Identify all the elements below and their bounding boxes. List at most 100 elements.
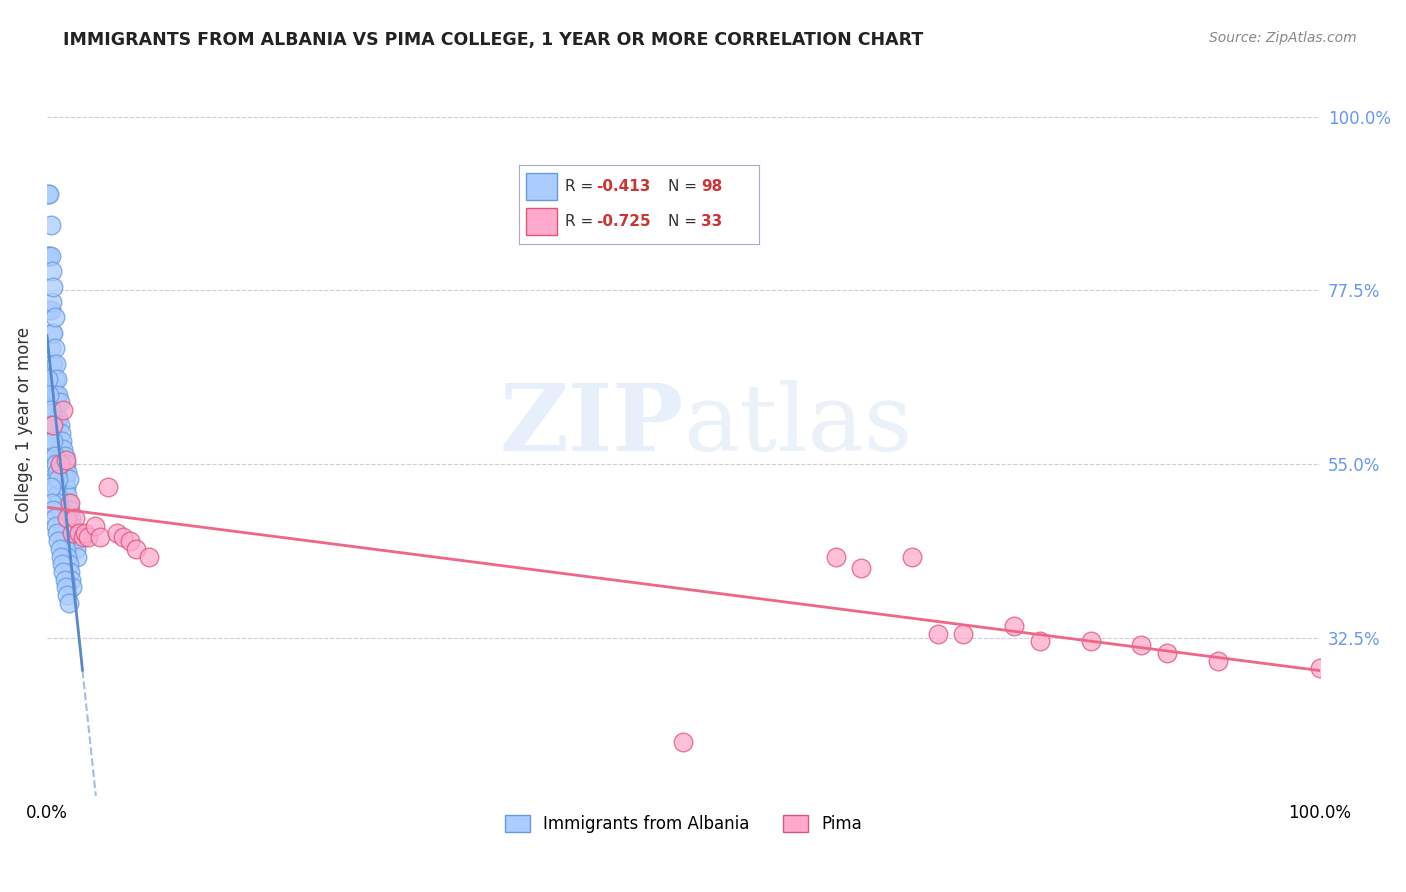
Point xyxy=(44,310,66,325)
Point xyxy=(41,495,63,509)
Point xyxy=(59,495,82,509)
Point xyxy=(55,580,77,594)
Point xyxy=(51,518,73,533)
Point xyxy=(41,357,63,371)
Point xyxy=(44,372,66,386)
Point xyxy=(44,511,66,525)
Point xyxy=(59,503,82,517)
Text: IMMIGRANTS FROM ALBANIA VS PIMA COLLEGE, 1 YEAR OR MORE CORRELATION CHART: IMMIGRANTS FROM ALBANIA VS PIMA COLLEGE,… xyxy=(63,31,924,49)
Point xyxy=(52,403,75,417)
Point xyxy=(53,449,76,463)
Point xyxy=(48,541,70,556)
Point xyxy=(46,526,69,541)
Point xyxy=(118,534,141,549)
Point xyxy=(52,442,75,456)
Point xyxy=(112,530,135,544)
Point xyxy=(58,495,80,509)
Point xyxy=(62,526,84,541)
Point xyxy=(46,434,69,448)
Point xyxy=(45,387,67,401)
Point xyxy=(60,511,83,525)
Point xyxy=(84,518,107,533)
Y-axis label: College, 1 year or more: College, 1 year or more xyxy=(15,327,32,524)
Text: R =: R = xyxy=(565,179,598,194)
Point xyxy=(39,480,62,494)
Point xyxy=(42,357,65,371)
Text: N =: N = xyxy=(668,214,702,229)
Point xyxy=(138,549,160,564)
Point xyxy=(60,518,83,533)
Point xyxy=(56,588,79,602)
Point xyxy=(52,526,75,541)
Point xyxy=(42,418,65,433)
Point xyxy=(46,395,69,409)
Point xyxy=(38,302,60,317)
Point xyxy=(48,503,70,517)
Point xyxy=(37,249,59,263)
Point xyxy=(46,372,69,386)
Point xyxy=(48,418,70,433)
Point xyxy=(72,530,94,544)
Text: R =: R = xyxy=(565,214,598,229)
Text: N =: N = xyxy=(668,179,702,194)
Point xyxy=(1002,619,1025,633)
Point xyxy=(38,387,60,401)
Point xyxy=(105,526,128,541)
Point xyxy=(60,526,83,541)
Point xyxy=(46,472,69,486)
Point xyxy=(48,395,70,409)
Text: Source: ZipAtlas.com: Source: ZipAtlas.com xyxy=(1209,31,1357,45)
Point xyxy=(75,526,97,541)
Point xyxy=(45,410,67,425)
Point xyxy=(58,472,80,486)
Point xyxy=(39,249,62,263)
Point xyxy=(851,561,873,575)
Point xyxy=(37,372,59,386)
Point xyxy=(39,218,62,232)
Point xyxy=(125,541,148,556)
Point xyxy=(45,457,67,471)
Point xyxy=(56,549,79,564)
Point xyxy=(55,457,77,471)
Point xyxy=(46,495,69,509)
Point xyxy=(66,549,89,564)
Point xyxy=(38,418,60,433)
Point xyxy=(53,573,76,587)
Point xyxy=(55,453,77,467)
Point xyxy=(49,426,72,441)
Point xyxy=(41,418,63,433)
Point xyxy=(45,480,67,494)
Point xyxy=(42,503,65,517)
Point xyxy=(46,410,69,425)
Point xyxy=(76,530,98,544)
Point xyxy=(56,511,79,525)
Point xyxy=(44,472,66,486)
Point xyxy=(952,626,974,640)
Point xyxy=(39,341,62,355)
Point xyxy=(1309,661,1331,675)
Point xyxy=(672,734,695,748)
Point xyxy=(52,465,75,479)
Point xyxy=(51,457,73,471)
Point xyxy=(41,264,63,278)
Point xyxy=(1130,638,1153,652)
Point xyxy=(56,465,79,479)
Point xyxy=(49,549,72,564)
Point xyxy=(1156,646,1178,660)
Point xyxy=(42,326,65,340)
Point xyxy=(55,480,77,494)
Point xyxy=(45,357,67,371)
Point xyxy=(52,565,75,579)
Point xyxy=(60,573,83,587)
Point xyxy=(55,541,77,556)
Point xyxy=(51,434,73,448)
Point xyxy=(41,449,63,463)
Point xyxy=(41,326,63,340)
Point xyxy=(44,449,66,463)
Point xyxy=(42,380,65,394)
Point xyxy=(48,442,70,456)
Point xyxy=(42,279,65,293)
Point xyxy=(89,530,111,544)
Point xyxy=(49,449,72,463)
Bar xyxy=(526,208,557,235)
